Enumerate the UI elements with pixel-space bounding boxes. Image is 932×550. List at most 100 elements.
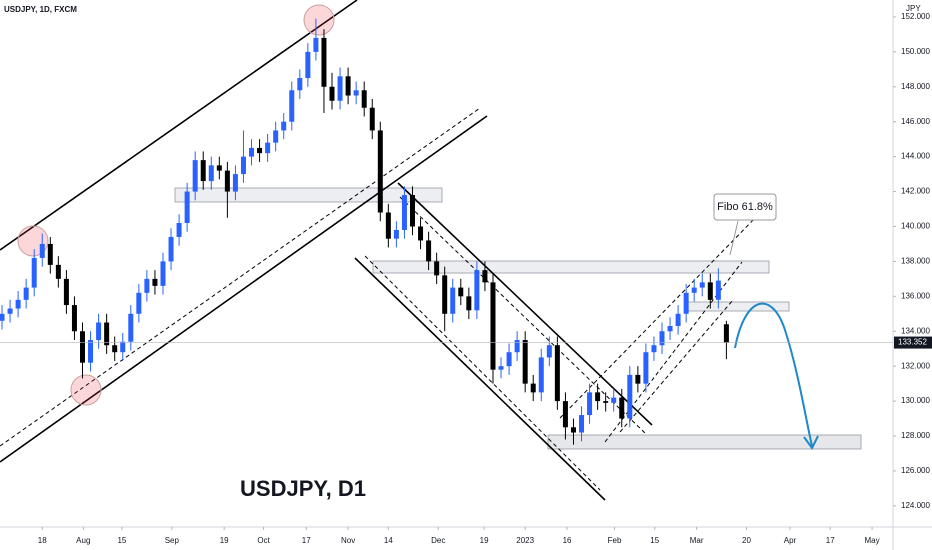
callout-text: Fibo 61.8% (717, 201, 773, 213)
candle-body (490, 282, 496, 370)
candle-body (224, 170, 230, 192)
x-tick-label: 17 (826, 536, 835, 545)
candle-body (71, 305, 77, 332)
x-tick-label: Oct (257, 536, 270, 545)
candle-body (120, 341, 126, 353)
marker-circle (303, 4, 335, 36)
y-tick-label: 150.000 (901, 47, 930, 56)
candle-body (329, 86, 335, 101)
candle-body (450, 287, 456, 314)
candle-body (393, 229, 399, 239)
candle-body (265, 142, 271, 154)
x-tick-label: Apr (784, 536, 797, 545)
candle-body (0, 313, 5, 321)
candle-body (723, 324, 729, 343)
candle-body (538, 357, 544, 393)
candle-body (570, 427, 576, 433)
candle-body (321, 37, 327, 87)
candle-body (144, 278, 150, 293)
candle-body (216, 165, 222, 171)
candle-body (361, 90, 367, 108)
drawings (0, 0, 862, 501)
y-tick-label: 146.000 (901, 117, 930, 126)
candle-body (39, 243, 45, 258)
candle-body (619, 397, 625, 419)
y-tick-label: 142.000 (901, 187, 930, 196)
candle-body (434, 261, 440, 276)
x-tick-label: Dec (431, 536, 445, 545)
x-tick-label: Sep (165, 536, 180, 545)
candle-body (409, 195, 415, 227)
last-price-tag (894, 336, 932, 349)
y-tick-label: 136.000 (901, 291, 930, 300)
candle-body (176, 222, 182, 237)
forecast-arrow (734, 302, 813, 447)
candle-body (249, 147, 255, 157)
candle-body (643, 352, 649, 384)
candle-body (152, 278, 158, 286)
last-price-label: 133.352 (898, 338, 927, 347)
y-tick-label: 124.000 (901, 501, 930, 510)
candle-body (369, 107, 375, 131)
candle-body (55, 264, 61, 279)
candle-body (104, 322, 110, 346)
x-tick-label: Aug (76, 536, 90, 545)
candle-body (514, 339, 520, 353)
candle-body (192, 160, 198, 192)
zone (547, 434, 862, 450)
candle-body (482, 270, 488, 283)
candle-body (112, 345, 118, 353)
candle-body (15, 299, 21, 309)
trendline (0, 0, 358, 251)
candle-body (63, 278, 69, 306)
candle-body (273, 130, 279, 143)
trendline (559, 214, 759, 419)
candle-body (257, 147, 263, 154)
x-tick-label: Feb (608, 536, 622, 545)
y-tick-label: 132.000 (901, 361, 930, 370)
callout-line (729, 220, 739, 256)
candle-body (498, 366, 504, 370)
candle-body (418, 226, 424, 241)
candle-body (184, 191, 190, 223)
candle-body (96, 322, 102, 340)
callout-box (713, 193, 777, 221)
candle-body (31, 257, 37, 288)
candle-body (160, 261, 166, 286)
candle-body (136, 292, 142, 314)
trendline (354, 257, 606, 501)
candle-body (691, 287, 697, 293)
candle-body (297, 78, 303, 91)
candle-body (208, 165, 214, 182)
x-tick-label: 19 (480, 536, 489, 545)
candle-body (128, 313, 134, 342)
zone (372, 260, 770, 274)
y-axis-label: JPY (906, 4, 921, 13)
candle-body (675, 313, 681, 327)
candle-body (611, 397, 617, 403)
candle-body (659, 331, 665, 346)
zone (174, 187, 443, 203)
candle-body (627, 374, 633, 419)
candle-body (23, 287, 29, 300)
candle-body (426, 240, 432, 262)
x-tick-label: Mar (690, 536, 704, 545)
trendline (364, 255, 601, 491)
arrow-head (803, 435, 819, 450)
candle-body (385, 212, 391, 239)
x-tick-label: 15 (117, 536, 126, 545)
y-tick-label: 126.000 (901, 466, 930, 475)
candle-body (579, 415, 585, 433)
candle-body (47, 243, 53, 265)
candle-body (474, 270, 480, 311)
candle-body (337, 76, 343, 101)
candle-body (377, 130, 383, 213)
x-tick-label: 16 (563, 536, 572, 545)
x-tick-label: 18 (38, 536, 47, 545)
candle-body (401, 195, 407, 230)
x-tick-label: 2023 (516, 536, 534, 545)
candle-body (603, 401, 609, 403)
candle-body (562, 401, 568, 428)
candle-body (667, 326, 673, 332)
